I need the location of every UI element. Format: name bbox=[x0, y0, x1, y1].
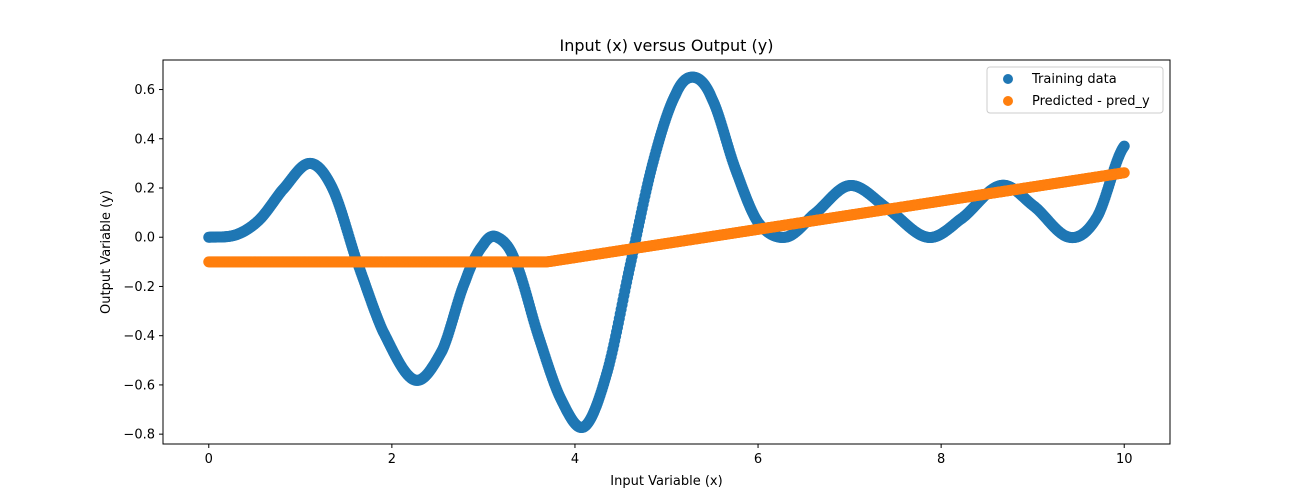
x-tick-label: 0 bbox=[205, 452, 213, 467]
chart-title: Input (x) versus Output (y) bbox=[560, 36, 774, 55]
data-point bbox=[1118, 140, 1130, 152]
x-tick-label: 10 bbox=[1116, 452, 1133, 467]
x-tick-label: 6 bbox=[754, 452, 762, 467]
series-training-data bbox=[203, 71, 1130, 434]
x-axis-label: Input Variable (x) bbox=[610, 474, 722, 489]
x-tick-label: 8 bbox=[937, 452, 945, 467]
data-point bbox=[1118, 167, 1130, 179]
legend-label-training-data: Training data bbox=[1031, 72, 1117, 87]
legend: Training data Predicted - pred_y bbox=[986, 66, 1164, 114]
y-tick-label: 0.2 bbox=[134, 182, 155, 197]
legend-marker-training-data bbox=[1003, 74, 1013, 84]
y-axis-ticks: −0.8 −0.6 −0.4 −0.2 0.0 0.2 0.4 0.6 bbox=[123, 83, 163, 443]
x-tick-label: 4 bbox=[571, 452, 579, 467]
y-tick-label: 0.0 bbox=[134, 231, 155, 246]
plot-layer bbox=[203, 71, 1130, 434]
legend-box bbox=[986, 66, 1164, 114]
legend-marker-predicted bbox=[1003, 96, 1013, 106]
legend-label-predicted: Predicted - pred_y bbox=[1032, 94, 1150, 109]
x-tick-label: 2 bbox=[388, 452, 396, 467]
y-tick-label: −0.8 bbox=[123, 428, 155, 443]
y-tick-label: −0.4 bbox=[123, 329, 155, 344]
y-tick-label: 0.6 bbox=[134, 83, 155, 98]
y-tick-label: −0.6 bbox=[123, 378, 155, 393]
x-axis-ticks: 0 2 4 6 8 10 bbox=[205, 444, 1133, 467]
y-tick-label: 0.4 bbox=[134, 132, 155, 147]
plot-frame bbox=[162, 59, 1171, 445]
series-predicted bbox=[203, 167, 1130, 268]
y-axis-label: Output Variable (y) bbox=[99, 190, 114, 314]
y-tick-label: −0.2 bbox=[123, 280, 155, 295]
